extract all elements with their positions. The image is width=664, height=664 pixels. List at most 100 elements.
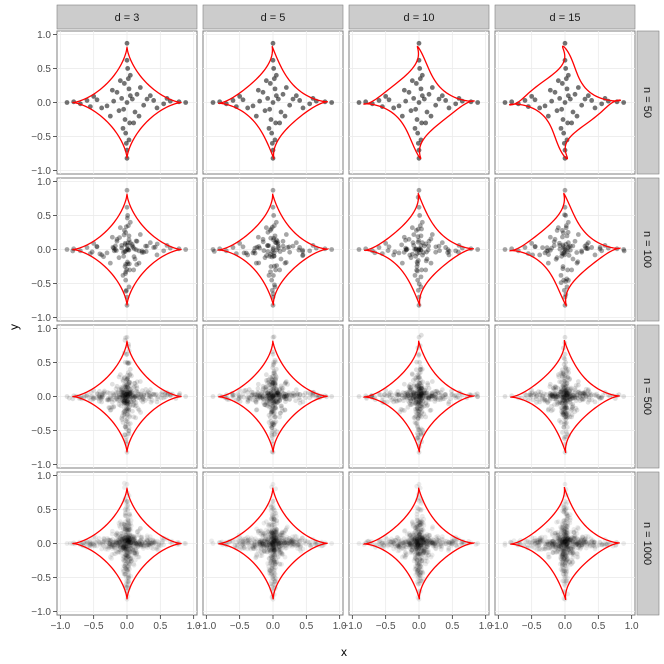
data-point [412,394,418,400]
data-point [295,391,301,397]
data-point [573,405,579,411]
data-point [270,381,275,386]
data-point [399,407,405,413]
data-point [564,405,570,411]
data-point [585,388,591,394]
data-point [107,405,113,411]
data-point [66,395,72,401]
data-point [401,234,407,240]
data-point [572,392,578,398]
data-point [259,392,265,398]
data-point [143,387,149,392]
data-point [548,391,553,396]
data-point [424,109,430,115]
data-point [575,396,581,401]
data-point [243,387,249,393]
data-point [413,81,419,86]
data-point [271,370,277,376]
data-point [126,405,132,411]
data-point [271,370,276,376]
data-point [260,396,266,402]
data-point [433,394,439,400]
data-point [424,395,430,401]
data-point [563,410,569,416]
data-point [119,245,125,251]
data-point [154,241,160,247]
data-point [416,393,422,399]
data-point [564,410,570,416]
data-point [124,381,130,387]
data-point [435,390,441,395]
data-point [408,108,414,114]
data-point [456,249,461,255]
data-point [384,393,390,399]
data-point [561,424,567,430]
data-point [411,394,417,400]
data-point [121,106,127,112]
data-point [265,390,270,396]
data-point [277,391,283,397]
data-point [417,246,422,252]
data-point [539,395,545,401]
data-point [127,396,133,402]
data-point [263,386,269,392]
data-point [125,259,130,265]
data-point [561,277,567,283]
data-point [415,390,421,396]
data-point [125,398,131,404]
data-point [276,393,282,399]
data-point [268,392,274,398]
data-point [621,248,627,254]
data-point [562,375,568,381]
data-point [271,397,277,403]
data-point [274,388,280,394]
data-point [560,369,566,375]
data-point [138,391,144,397]
data-point [123,405,129,411]
data-point [424,249,429,255]
data-point [132,384,138,390]
data-point [560,373,565,379]
data-point [267,395,273,401]
data-point [249,393,255,399]
data-point [268,264,274,269]
data-point [286,390,292,396]
data-point [95,391,100,397]
data-point [269,376,274,382]
data-point [563,434,568,440]
data-point [109,396,115,402]
data-point [141,391,147,396]
data-point [130,244,136,250]
data-point [126,233,132,239]
data-point [125,360,131,365]
data-point [268,395,274,400]
data-point [416,409,422,415]
data-point [443,540,449,546]
data-point [272,420,278,426]
data-point [562,378,568,384]
data-point [144,96,150,102]
data-point [235,391,240,397]
data-point [418,233,424,239]
data-point [277,267,283,273]
data-point [475,394,480,400]
data-point [585,240,591,246]
data-point [267,228,273,233]
data-point [131,414,137,420]
data-point [136,391,142,397]
data-point [131,254,137,260]
data-point [411,243,417,248]
data-point [562,394,568,400]
data-point [408,385,413,391]
data-point [540,393,546,399]
data-point [255,390,260,395]
data-point [124,394,130,399]
data-point [148,399,154,405]
data-point [553,384,558,390]
data-point [271,253,277,259]
data-point [561,424,567,430]
data-point [562,394,568,399]
data-point [116,255,122,261]
data-point [265,401,271,407]
data-point [411,415,417,421]
